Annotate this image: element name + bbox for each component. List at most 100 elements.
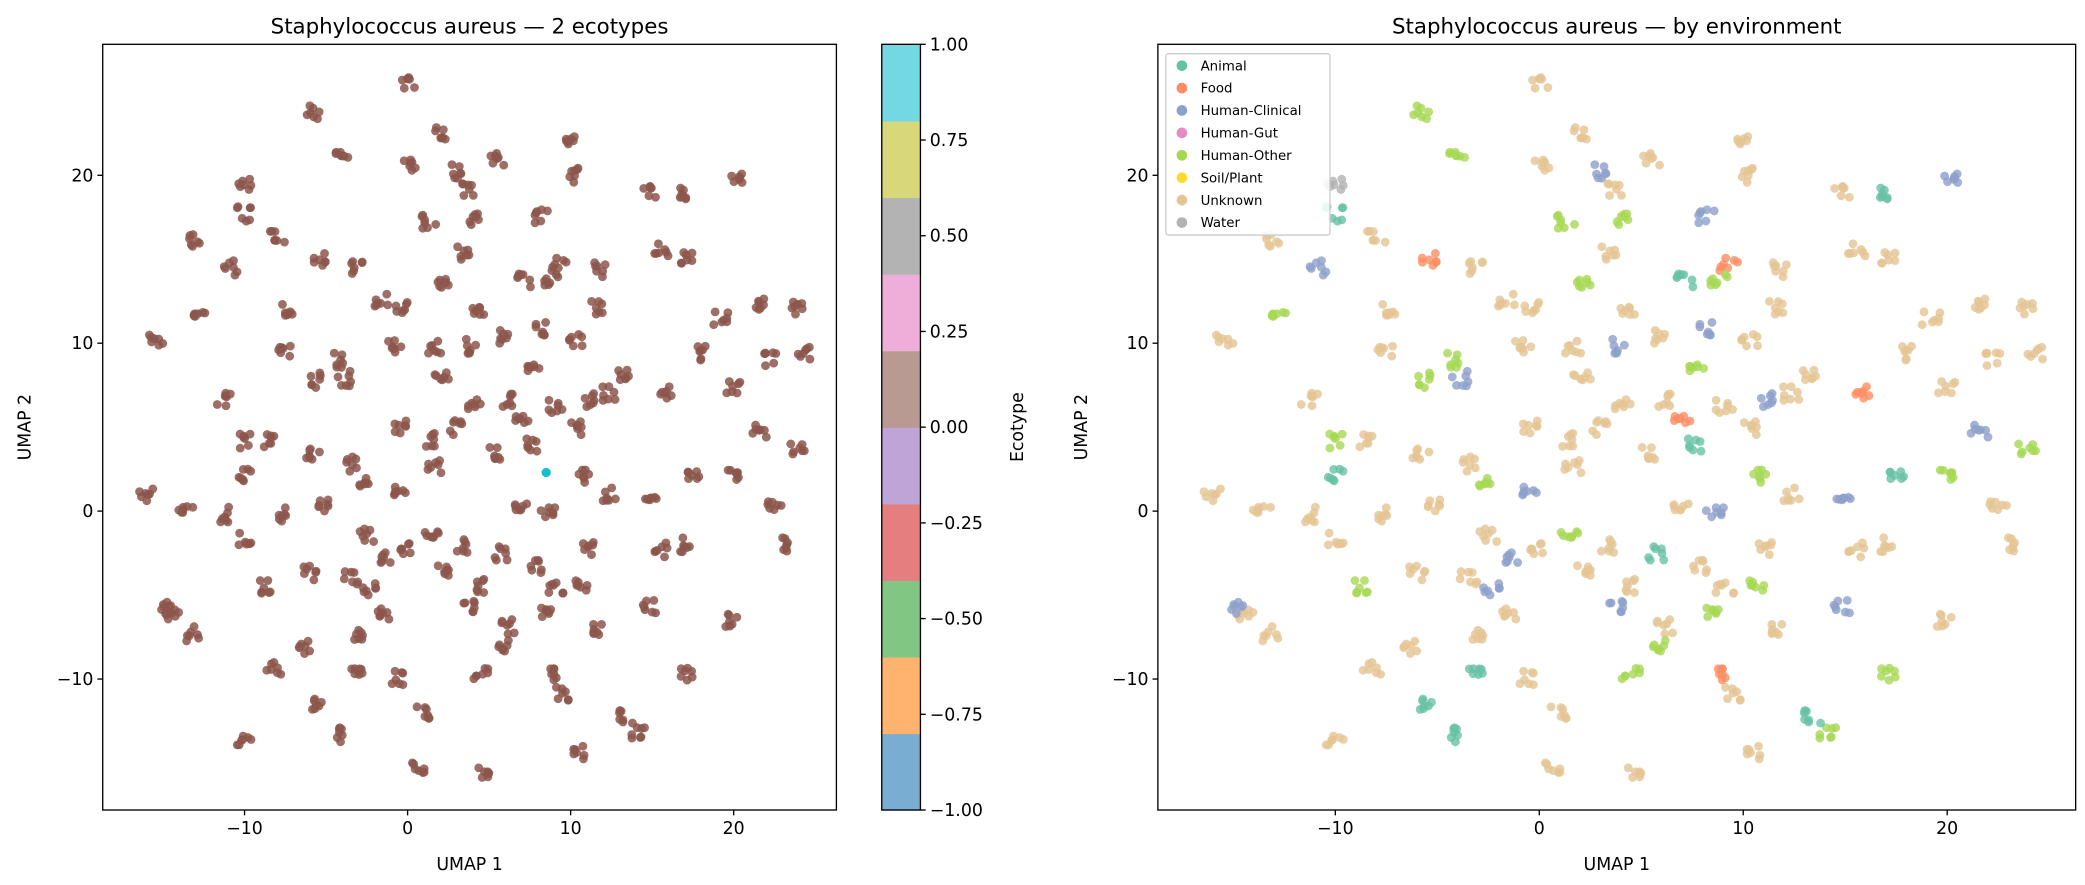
legend-label: Unknown xyxy=(1201,194,1263,209)
scatter-point xyxy=(1970,424,1980,434)
scatter-point xyxy=(553,398,563,408)
scatter-point xyxy=(1331,434,1340,443)
scatter-point xyxy=(194,633,204,643)
scatter-point xyxy=(1380,237,1390,247)
scatter-point xyxy=(1879,185,1889,195)
legend-marker xyxy=(1176,127,1188,139)
scatter-point xyxy=(474,215,483,225)
scatter-point xyxy=(778,533,788,543)
scatter-point xyxy=(580,545,589,555)
scatter-point xyxy=(1418,694,1428,704)
scatter-point xyxy=(1485,590,1495,600)
scatter-point xyxy=(640,723,649,733)
scatter-point xyxy=(1612,348,1622,358)
colorbar-tick-label: −0.25 xyxy=(930,514,983,534)
scatter-point xyxy=(1723,263,1733,273)
scatter-point xyxy=(676,664,686,674)
scatter-point xyxy=(255,576,265,585)
scatter-point xyxy=(354,625,363,635)
scatter-point xyxy=(1253,508,1263,517)
scatter-point xyxy=(473,581,483,591)
scatter-point xyxy=(1424,447,1434,457)
scatter-point xyxy=(1606,598,1616,608)
scatter-point xyxy=(1737,335,1747,345)
scatter-point xyxy=(590,258,600,268)
scatter-point xyxy=(1619,340,1629,350)
scatter-point xyxy=(440,569,450,579)
scatter-point xyxy=(265,587,275,597)
scatter-point xyxy=(660,552,669,562)
scatter-point xyxy=(1363,587,1372,597)
scatter-point xyxy=(1647,443,1656,453)
scatter-point xyxy=(426,432,436,441)
scatter-point xyxy=(410,83,419,92)
scatter-point xyxy=(1558,441,1568,451)
scatter-point xyxy=(1701,216,1711,226)
scatter-point xyxy=(1754,741,1763,751)
scatter-point xyxy=(1337,215,1347,225)
scatter-point xyxy=(1216,484,1225,494)
scatter-point xyxy=(1408,564,1418,574)
scatter-point xyxy=(1739,418,1749,428)
scatter-point xyxy=(1759,581,1769,590)
scatter-point xyxy=(651,192,660,202)
scatter-point xyxy=(1532,416,1542,426)
scatter-point xyxy=(235,182,245,192)
scatter-point xyxy=(1716,262,1726,272)
scatter-point xyxy=(354,634,364,644)
scatter-point xyxy=(547,408,557,418)
scatter-point xyxy=(1890,666,1899,676)
scatter-point xyxy=(460,598,470,608)
scatter-point xyxy=(1845,494,1855,504)
scatter-point xyxy=(798,349,808,358)
scatter-point xyxy=(751,424,761,434)
scatter-point xyxy=(1272,237,1281,247)
scatter-point xyxy=(1946,475,1956,484)
scatter-point xyxy=(541,512,550,522)
scatter-point xyxy=(731,468,741,478)
scatter-point xyxy=(1388,341,1397,351)
scatter-point xyxy=(1378,300,1388,309)
scatter-point xyxy=(285,341,295,351)
scatter-point xyxy=(539,330,549,339)
scatter-point xyxy=(1495,583,1504,593)
scatter-point xyxy=(530,218,540,228)
scatter-point xyxy=(656,389,666,399)
x-tick-label: 20 xyxy=(723,819,745,839)
scatter-point xyxy=(754,296,763,306)
scatter-point xyxy=(1524,679,1534,689)
x-tick-label: 10 xyxy=(1732,819,1754,839)
scatter-point xyxy=(1570,458,1579,467)
scatter-point xyxy=(1430,506,1440,516)
scatter-point xyxy=(333,372,343,382)
scatter-point xyxy=(359,478,369,488)
scatter-point xyxy=(1306,264,1316,273)
scatter-point xyxy=(1890,248,1900,258)
scatter-point xyxy=(1223,334,1233,344)
scatter-point xyxy=(238,475,248,485)
scatter-point xyxy=(1420,701,1430,711)
scatter-point xyxy=(1722,272,1732,282)
scatter-point xyxy=(245,215,255,225)
scatter-point xyxy=(1502,552,1512,562)
scatter-point xyxy=(645,182,655,191)
scatter-point xyxy=(371,583,381,593)
scatter-point xyxy=(357,257,367,267)
scatter-point xyxy=(525,275,535,285)
scatter-point xyxy=(1849,248,1859,258)
scatter-point xyxy=(2014,439,2023,449)
scatter-point xyxy=(1576,374,1586,384)
scatter-point xyxy=(1702,603,1712,613)
scatter-point xyxy=(1266,502,1276,512)
scatter-point xyxy=(306,371,316,381)
scatter-point xyxy=(1733,257,1742,267)
scatter-point xyxy=(1717,580,1727,590)
scatter-point xyxy=(259,442,269,452)
scatter-point xyxy=(420,215,430,225)
scatter-point xyxy=(448,169,458,179)
scatter-point xyxy=(618,715,628,725)
scatter-point xyxy=(734,175,744,184)
scatter-point xyxy=(502,555,512,565)
scatter-point xyxy=(523,443,533,452)
scatter-point xyxy=(1919,307,1929,317)
